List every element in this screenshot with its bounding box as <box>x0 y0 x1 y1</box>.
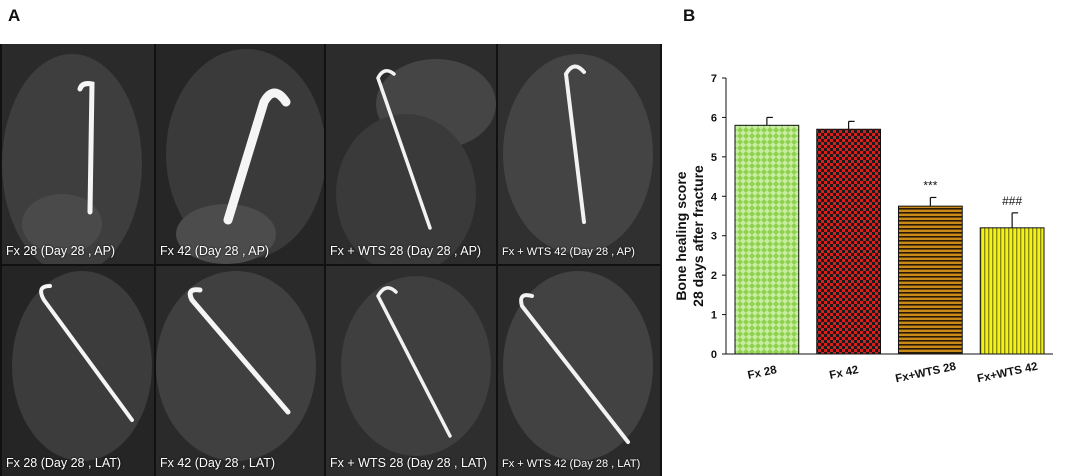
bone-healing-bar-chart: 0 1 2 3 4 5 6 7 Fx 28 Fx 42 *** Fx+WTS 28 ### Fx+WTS… <box>673 73 1053 386</box>
xray-caption: Fx 28 (Day 28 , AP) <box>6 244 116 258</box>
panel-a-label: A <box>8 6 21 25</box>
y-tick-label: 6 <box>711 112 717 124</box>
y-tick-label: 0 <box>711 349 717 361</box>
xray-image <box>2 44 154 264</box>
xray-panel: Fx + WTS 42 (Day 28 , LAT) <box>498 266 660 476</box>
xray-caption: Fx + WTS 28 (Day 28 , AP) <box>330 244 482 258</box>
xray-image <box>156 266 324 476</box>
xray-panel: Fx + WTS 28 (Day 28 , LAT) <box>326 266 496 476</box>
y-axis-label-line2: 28 days after fracture <box>690 165 706 307</box>
xray-image <box>326 44 496 264</box>
xray-image <box>498 44 660 264</box>
y-tick-label: 1 <box>711 310 717 322</box>
x-tick-label: Fx 28 <box>747 364 779 382</box>
significance-annotation: *** <box>923 178 937 192</box>
xray-image-grid: Fx 28 (Day 28 , AP) Fx 42 (Day 28 , AP) … <box>0 44 662 476</box>
x-tick-label: Fx+WTS 28 <box>894 361 957 386</box>
xray-panel: Fx 42 (Day 28 , LAT) <box>156 266 324 476</box>
xray-caption: Fx 42 (Day 28 , AP) <box>160 244 270 258</box>
bar <box>979 227 1045 355</box>
xray-caption: Fx + WTS 28 (Day 28 , LAT) <box>330 456 488 470</box>
xray-caption: Fx + WTS 42 (Day 28 , LAT) <box>502 458 641 470</box>
xray-panel: Fx 28 (Day 28 , LAT) <box>2 266 154 476</box>
xray-panel: Fx + WTS 42 (Day 28 , AP) <box>498 44 660 264</box>
y-axis-label-line1: Bone healing score <box>673 171 689 300</box>
significance-annotation: ### <box>1002 194 1022 208</box>
xray-image <box>156 44 324 264</box>
y-tick-label: 7 <box>711 73 717 85</box>
bar <box>816 128 882 355</box>
xray-caption: Fx 42 (Day 28 , LAT) <box>160 456 276 470</box>
xray-caption: Fx + WTS 42 (Day 28 , AP) <box>502 246 635 258</box>
y-tick-label: 3 <box>711 231 717 243</box>
xray-image <box>498 266 660 476</box>
panel-b-label: B <box>683 6 696 25</box>
x-tick-label: Fx 42 <box>828 364 859 382</box>
x-tick-label: Fx+WTS 42 <box>976 361 1039 386</box>
y-tick-label: 2 <box>711 270 717 282</box>
bar <box>897 205 963 355</box>
xray-panel: Fx 42 (Day 28 , AP) <box>156 44 324 264</box>
xray-image <box>326 266 496 476</box>
xray-panel: Fx 28 (Day 28 , AP) <box>2 44 154 264</box>
y-tick-label: 4 <box>711 191 718 203</box>
y-tick-label: 5 <box>711 152 717 164</box>
bar <box>734 124 800 355</box>
xray-panel: Fx + WTS 28 (Day 28 , AP) <box>326 44 496 264</box>
xray-image <box>2 266 154 476</box>
xray-caption: Fx 28 (Day 28 , LAT) <box>6 456 122 470</box>
